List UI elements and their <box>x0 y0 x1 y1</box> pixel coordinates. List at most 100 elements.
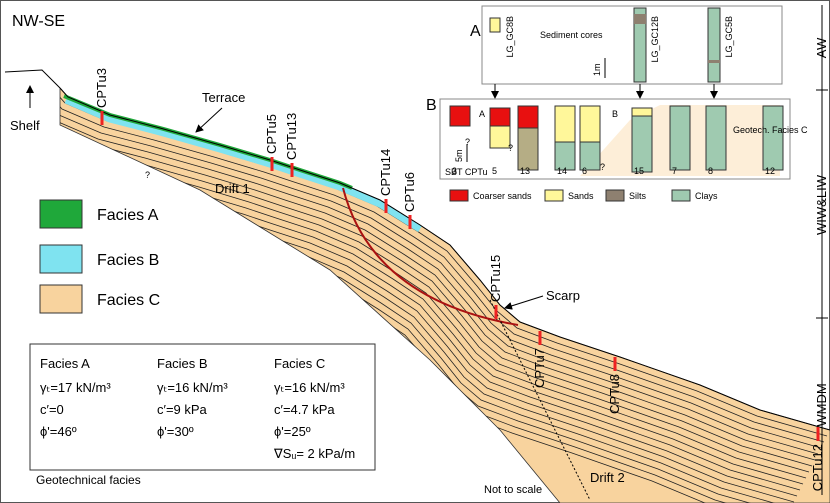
stratum <box>60 105 822 449</box>
table-header: Facies C <box>274 356 325 371</box>
sbt-number: 15 <box>634 166 644 176</box>
core-label: LG_GC12B <box>650 16 660 63</box>
label: Not to scale <box>484 484 542 496</box>
group-label: A <box>479 109 485 119</box>
question: ? <box>600 162 605 172</box>
sbt-column <box>554 141 576 171</box>
cpt-label: CPTu13 <box>284 113 299 160</box>
table-cell: γₜ=17 kN/m³ <box>40 380 111 395</box>
core <box>707 7 721 83</box>
title: NW-SE <box>12 13 65 30</box>
table-cell: ∇Sᵤ= 2 kPa/m <box>273 446 355 461</box>
legend-label: Facies C <box>97 292 160 309</box>
shelf-line <box>4 69 61 89</box>
cpt-label: CPTu8 <box>607 374 622 414</box>
cpt-label: CPTu14 <box>378 149 393 196</box>
cpt-label: CPTu6 <box>402 172 417 212</box>
sbt-number: 13 <box>520 166 530 176</box>
label: ? <box>145 170 150 180</box>
inset-title: SBT CPTu <box>445 167 488 177</box>
cpt-label: CPTu7 <box>532 348 547 388</box>
sbt-number: 8 <box>708 166 713 176</box>
legend-swatch <box>39 244 83 274</box>
sbt-number: 6 <box>582 166 587 176</box>
table-cell: γₜ=16 kN/m³ <box>274 380 345 395</box>
sbt-column <box>762 105 784 171</box>
sbt-legend-label: Silts <box>629 191 647 201</box>
caption: Geotechnical facies <box>36 473 141 487</box>
table-cell: ϕ'=30º <box>157 424 194 439</box>
terrace-arrow <box>195 107 223 133</box>
dashed-boundary <box>489 299 591 501</box>
sbt-swatch <box>544 189 564 202</box>
sbt-column <box>631 107 653 117</box>
sbt-number: 7 <box>672 166 677 176</box>
cpt-label: CPTu15 <box>488 255 503 302</box>
label: Drift 1 <box>215 181 250 196</box>
legend-label: Facies A <box>97 207 159 224</box>
sbt-number: 12 <box>765 166 775 176</box>
table-cell: γₜ=16 kN/m³ <box>157 380 228 395</box>
scarp-arc <box>342 187 519 326</box>
legend-swatch <box>39 284 83 314</box>
label: Drift 2 <box>590 470 625 485</box>
question: ? <box>465 137 470 147</box>
label: Terrace <box>202 90 245 105</box>
sbt-column <box>489 125 511 149</box>
sbt-column <box>449 105 471 127</box>
core-silt <box>634 14 646 24</box>
core <box>489 17 501 33</box>
sbt-column <box>669 105 691 171</box>
sbt-legend-label: Clays <box>695 191 718 201</box>
stratum <box>60 111 819 455</box>
core-label: LG_GC5B <box>724 16 734 58</box>
table-cell: ϕ'=46º <box>40 424 77 439</box>
facies-c-label: Geotech. Facies C <box>733 125 808 135</box>
table-cell: c′=9 kPa <box>157 402 208 417</box>
stratum <box>60 117 816 461</box>
legend-swatch <box>39 199 83 229</box>
core <box>633 7 647 83</box>
cpt-group: CPTu3 CPTu5 CPTu13 CPTu14 CPTu6 CPTu15 CPTu7 CP… <box>94 68 825 491</box>
group-label: B <box>612 109 618 119</box>
scale-label: 1m <box>592 63 602 76</box>
inset-a <box>481 5 783 85</box>
sbt-column <box>489 107 511 127</box>
inset-title: Sediment cores <box>540 30 603 40</box>
sbt-swatch <box>449 189 469 202</box>
strata <box>60 93 828 503</box>
sbt-number: 3 <box>452 166 457 176</box>
sbt-number: 14 <box>557 166 567 176</box>
sbt-swatch <box>671 189 691 202</box>
table-cell: ϕ'=25º <box>274 424 311 439</box>
water-mass: AW <box>814 37 829 58</box>
inset-label: B <box>426 97 437 114</box>
question: ? <box>508 143 513 153</box>
facies-b-layer <box>64 96 422 232</box>
core-silt <box>708 60 720 63</box>
table-cell: c′=4.7 kPa <box>274 402 335 417</box>
sbt-legend-label: Coarser sands <box>473 191 532 201</box>
inset-label: A <box>470 23 481 40</box>
facies-table <box>29 343 376 471</box>
water-mass: WMDM <box>814 383 829 426</box>
scarp-arrow <box>504 295 544 310</box>
table-header: Facies B <box>157 356 208 371</box>
seafloor <box>59 87 830 431</box>
table-header: Facies A <box>40 356 90 371</box>
water-mass: WIW&LIW <box>814 174 829 235</box>
sbt-column <box>579 141 601 171</box>
sbt-column <box>705 105 727 171</box>
label: Scarp <box>546 288 580 303</box>
table-cell: c′=0 <box>40 402 64 417</box>
cpt-label: CPTu3 <box>94 68 109 108</box>
cpt-label: CPTu5 <box>264 114 279 154</box>
cpt-label: CPTu12 <box>810 444 825 491</box>
sbt-legend: Coarser sands Sands Silts Clays <box>449 189 718 202</box>
sbt-number: 5 <box>492 166 497 176</box>
sbt-legend-label: Sands <box>568 191 594 201</box>
legend-label: Facies B <box>97 252 159 269</box>
sbt-column <box>631 107 653 173</box>
sbt-swatch <box>605 189 625 202</box>
